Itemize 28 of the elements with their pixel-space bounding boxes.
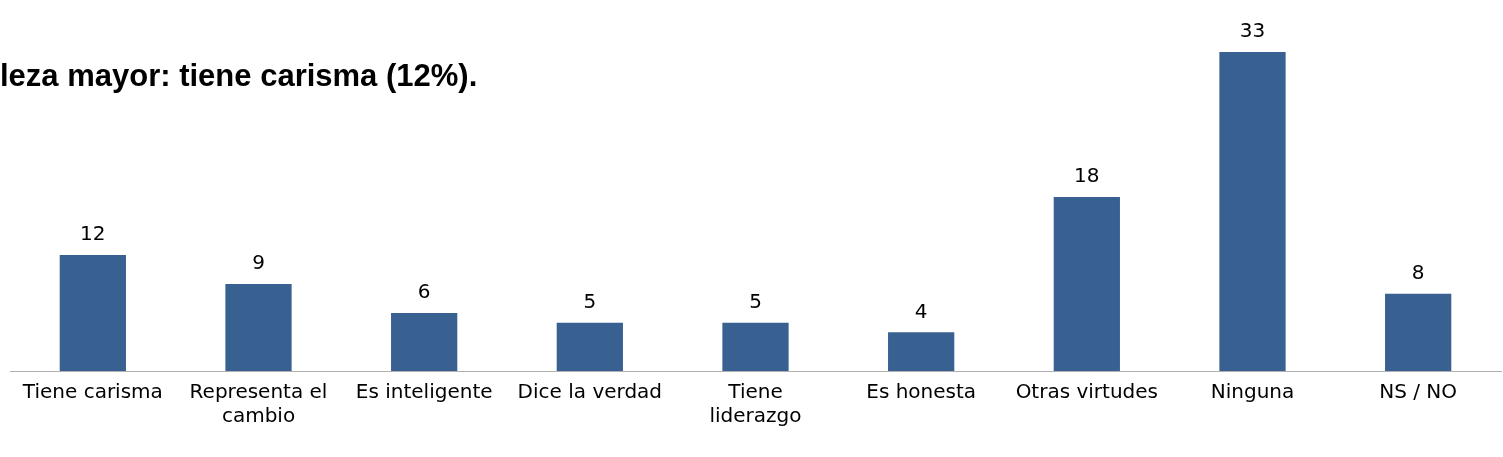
data-label: 12 [80,221,106,246]
bar [722,322,789,371]
data-label: 5 [583,288,597,313]
x-tick-label: Dice la verdad [517,379,663,404]
data-label: 33 [1239,18,1266,43]
chart-title: leza mayor: tiene carisma (12%). [0,58,478,94]
bar [391,312,458,371]
x-tick-label: Otras virtudes [1015,379,1159,404]
bar [1385,293,1452,371]
data-label: 4 [914,298,928,323]
data-label: 8 [1411,259,1425,284]
x-tick-label: Es honesta [866,379,977,404]
x-tick-label: Es inteligente [355,379,493,404]
bar [59,254,126,371]
data-label: 18 [1074,163,1100,188]
data-label: 9 [252,250,265,275]
data-label: 6 [417,279,431,304]
x-tick-label: NS / NO [1379,379,1458,404]
bar [556,322,623,371]
bar [888,332,955,371]
bar [1053,196,1120,371]
x-tick-label: Tiene carisma [21,379,163,404]
data-label: 5 [749,288,762,313]
bar [225,283,292,371]
bar [1219,51,1286,371]
x-tick-label: Representa el cambio [189,379,328,428]
x-tick-label: Ninguna [1210,379,1295,404]
x-tick-label: Tiene liderazgo [709,379,802,428]
